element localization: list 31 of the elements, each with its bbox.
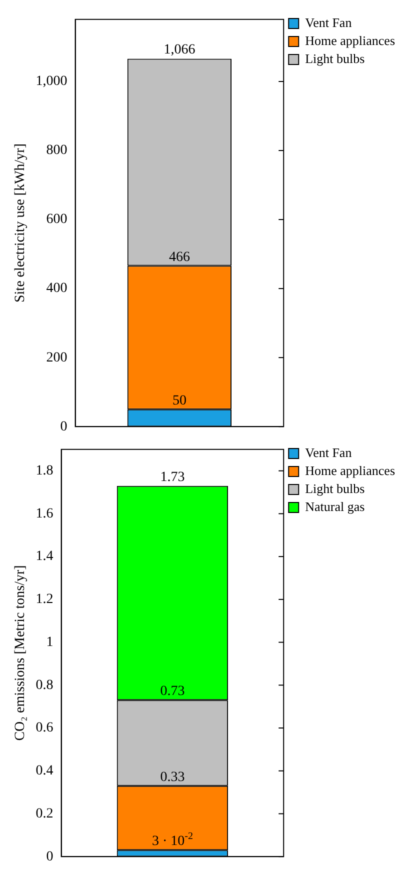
y-tick-label: 1.4 [36,549,54,564]
y-tick-label: 1.8 [36,464,54,479]
annotation: 0.73 [160,684,185,700]
y-axis-title: Site electricity use [kWh/yr] [13,144,28,302]
y-tick-label: 0.2 [36,806,54,822]
y-tick-label: 0.6 [36,720,54,736]
annotation: 466 [168,250,190,265]
legend-label: Home appliances [305,462,396,478]
y-tick-label: 200 [46,350,68,366]
y-tick-label: 1 [46,634,54,650]
y-tick-label: 1.6 [36,506,54,522]
annotation: 1.73 [160,470,185,485]
y-tick-label: 1,000 [36,74,68,90]
y-tick-label: 0 [46,849,54,864]
legend-label: Light bulbs [305,50,365,66]
legend-label: Home appliances [305,32,396,48]
annotation: 1,066 [164,42,196,58]
legend-label: Vent Fan [305,444,352,460]
y-tick-label: 600 [46,212,68,228]
y-axis-title: CO₂ emissions [Metric tons/yr] [13,565,28,741]
legend-label: Natural gas [305,498,365,514]
y-tick-label: 400 [46,281,68,296]
y-tick-label: 1.2 [36,592,54,608]
legend-label: Light bulbs [305,480,365,496]
y-tick-label: 800 [46,143,68,158]
y-tick-label: 0.4 [36,764,54,779]
annotation: 0.33 [160,770,185,785]
annotation: 50 [172,393,186,408]
legend-label: Vent Fan [305,14,352,30]
y-tick-label: 0 [60,419,68,434]
y-tick-label: 0.8 [36,678,54,693]
